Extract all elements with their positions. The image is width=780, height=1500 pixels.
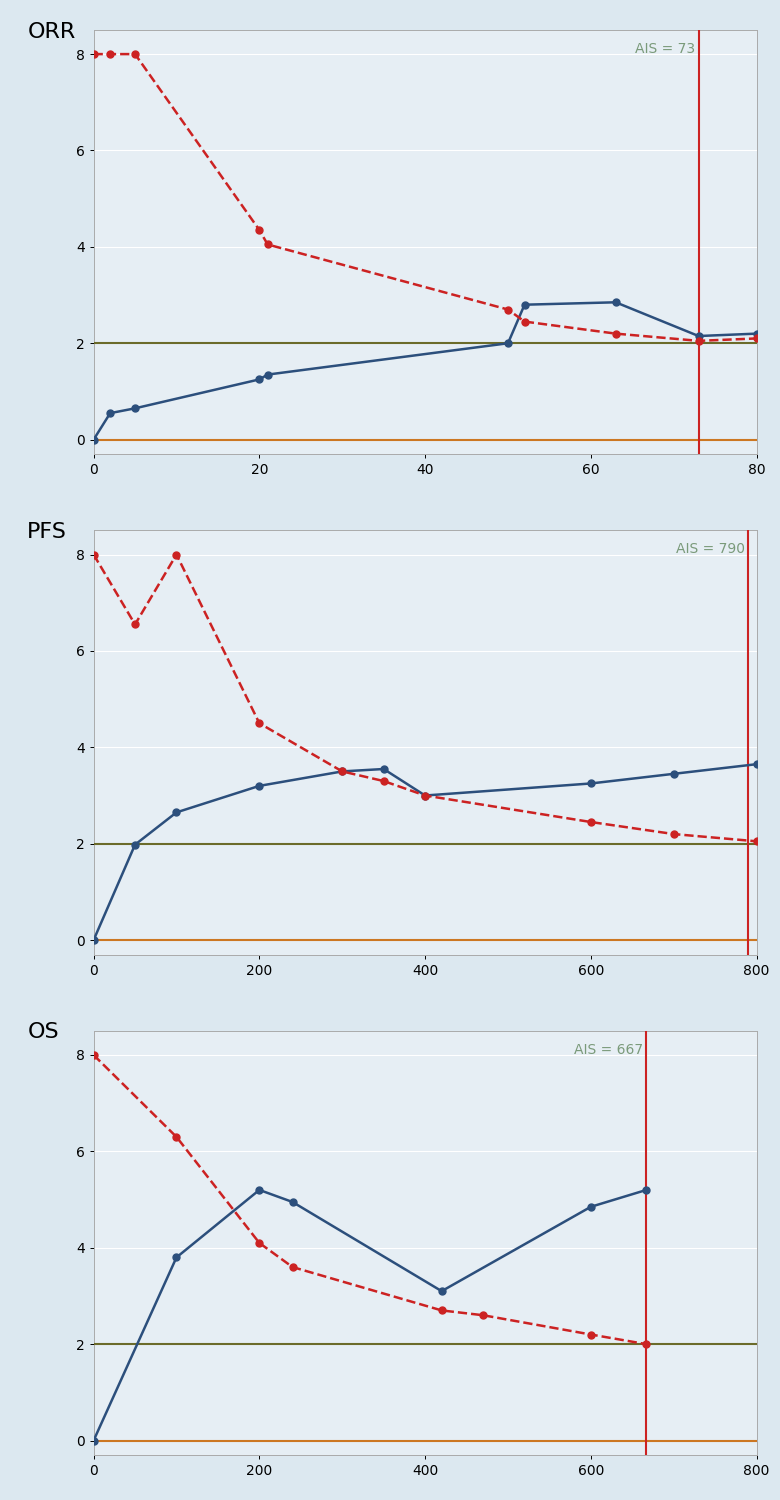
- Text: AIS = 667: AIS = 667: [574, 1042, 643, 1058]
- Text: PFS: PFS: [27, 522, 67, 542]
- Text: AIS = 790: AIS = 790: [676, 543, 745, 556]
- Text: OS: OS: [27, 1023, 59, 1042]
- Text: ORR: ORR: [27, 21, 76, 42]
- Text: AIS = 73: AIS = 73: [635, 42, 695, 56]
